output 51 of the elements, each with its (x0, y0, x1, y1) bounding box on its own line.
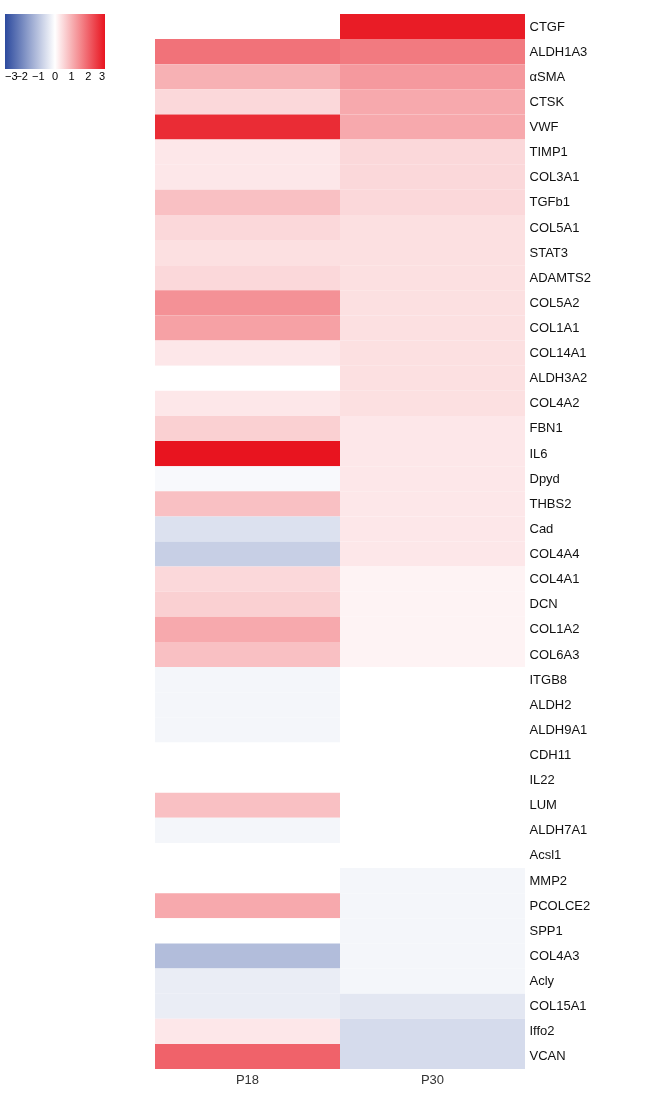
y-tick-label: SPP1 (529, 922, 563, 938)
y-tick-label: ALDH7A1 (529, 822, 588, 838)
y-tick-label: COL4A1 (529, 571, 580, 587)
y-tick-label: COL5A2 (529, 294, 580, 310)
y-tick-label: COL15A1 (529, 998, 587, 1014)
color-bar-label: −2 (15, 70, 28, 82)
y-tick-label: COL14A1 (529, 345, 587, 361)
y-tick-label: CTSK (529, 93, 565, 109)
y-tick-label: ADAMTS2 (529, 269, 591, 285)
y-tick-label: STAT3 (529, 244, 569, 260)
x-tick-label: P18 (235, 1071, 260, 1087)
y-tick-label: LUM (529, 797, 557, 813)
y-tick-label: Cad (529, 520, 554, 536)
color-bar-label: −3 (5, 70, 18, 82)
y-tick-label: DCN (529, 596, 558, 612)
y-tick-label: COL3A1 (529, 169, 580, 185)
y-tick-label: CTGF (529, 18, 565, 34)
y-tick-label: CDH11 (529, 747, 572, 763)
color-bar-label: 2 (85, 70, 92, 82)
y-tick-label: TIMP1 (529, 144, 568, 160)
y-tick-label: IL6 (529, 445, 548, 461)
y-tick-label: VWF (529, 119, 559, 135)
y-tick-label: ALDH9A1 (529, 721, 588, 737)
y-tick-label: MMP2 (529, 872, 568, 888)
y-tick-label: IL22 (529, 772, 555, 788)
y-tick-label: VCAN (529, 1048, 566, 1064)
y-tick-label: ITGB8 (529, 671, 568, 687)
y-tick-label: ALDH3A2 (529, 370, 588, 386)
y-tick-label: PCOLCE2 (529, 897, 591, 913)
y-tick-label: COL5A1 (529, 219, 580, 235)
color-bar-label: 0 (51, 70, 59, 82)
y-tick-label: COL6A3 (529, 646, 580, 662)
y-tick-label: Iffo2 (529, 1023, 555, 1039)
y-tick-label: ALDH2 (529, 696, 572, 712)
y-tick-label: THBS2 (529, 495, 572, 511)
y-tick-label: COL4A2 (529, 395, 580, 411)
y-tick-label: ALDH1A3 (529, 43, 588, 59)
color-bar-label: 1 (68, 70, 75, 82)
y-tick-label: αSMA (529, 68, 566, 84)
y-tick-label: FBN1 (529, 420, 563, 436)
x-tick-label: P30 (420, 1071, 445, 1087)
y-tick-label: Acly (529, 973, 555, 989)
y-tick-label: COL4A4 (529, 546, 580, 562)
y-tick-label: COL1A1 (529, 319, 580, 335)
color-bar-label: 3 (98, 70, 105, 82)
y-tick-label: Acsl1 (529, 847, 562, 863)
y-tick-label: COL4A3 (529, 947, 580, 963)
y-tick-label: COL1A2 (529, 621, 580, 637)
y-tick-label: TGFb1 (529, 194, 570, 210)
color-bar-label: −1 (32, 70, 45, 82)
y-tick-label: Dpyd (529, 470, 560, 486)
